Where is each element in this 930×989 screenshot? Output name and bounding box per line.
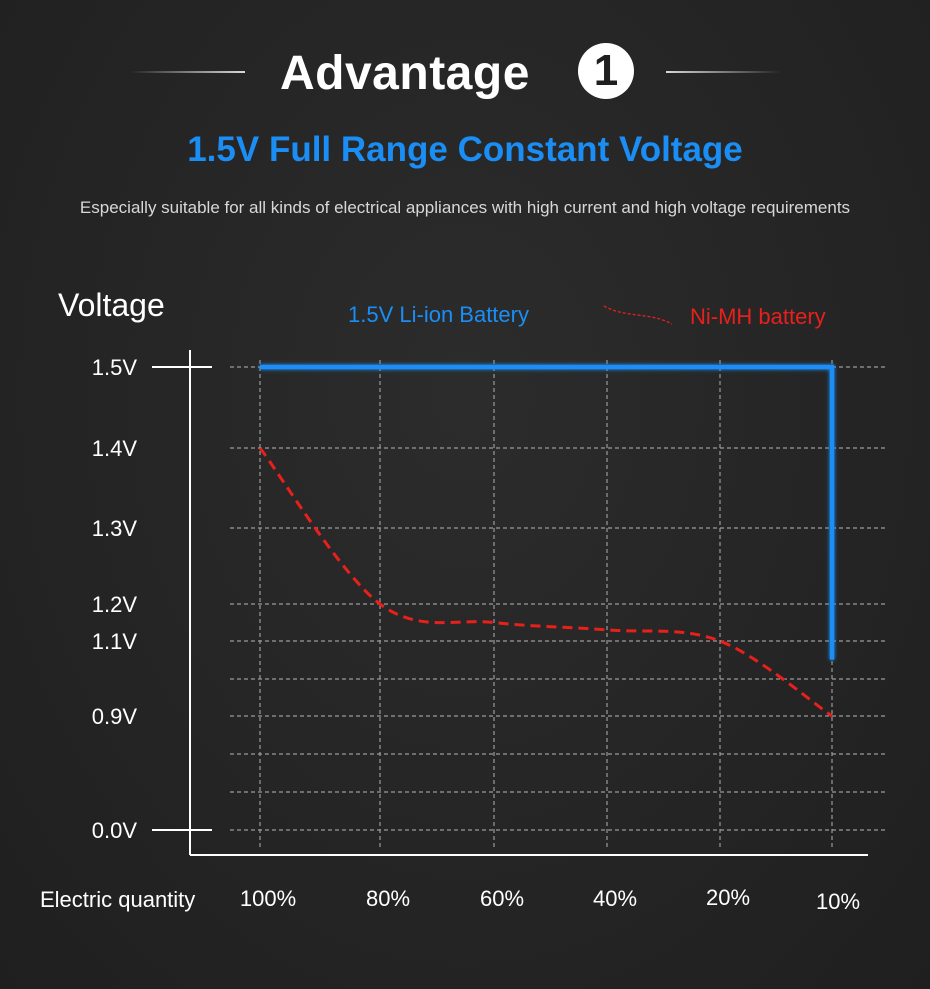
- y-tick-label: 1.5V: [92, 355, 138, 380]
- y-tick-label: 0.0V: [92, 818, 138, 843]
- page-title: Advantage: [280, 47, 530, 100]
- title-decor-line-right: [666, 71, 781, 73]
- x-tick-label: 60%: [480, 886, 524, 911]
- grid-lines: [230, 360, 888, 850]
- axes: [152, 350, 868, 856]
- series-line-li-ion: [260, 364, 835, 660]
- legend-swatch-ni-mh: [603, 305, 673, 325]
- series-line-ni-mh: [258, 447, 833, 718]
- legend: 1.5V Li-ion Battery Ni-MH battery: [262, 302, 826, 329]
- y-tick-label: 1.2V: [92, 592, 138, 617]
- series-lines: [258, 364, 835, 718]
- number-badge: 1: [578, 43, 634, 99]
- y-tick-label: 1.3V: [92, 516, 138, 541]
- x-tick-label: 40%: [593, 886, 637, 911]
- x-tick-label: 20%: [706, 885, 750, 910]
- y-tick-label: 1.4V: [92, 436, 138, 461]
- subtitle: 1.5V Full Range Constant Voltage: [187, 130, 743, 169]
- y-tick-label: 0.9V: [92, 704, 138, 729]
- x-tick-label: 10%: [816, 889, 860, 914]
- legend-label-li-ion: 1.5V Li-ion Battery: [348, 302, 529, 327]
- title-decor-line-left: [130, 71, 245, 73]
- y-axis-title: Voltage: [58, 287, 165, 323]
- y-tick-label: 1.1V: [92, 629, 138, 654]
- description: Especially suitable for all kinds of ele…: [79, 198, 851, 217]
- x-tick-label: 100%: [240, 886, 296, 911]
- tick-labels: Voltage 1.5V 1.4V 1.3V 1.2V 1.1V 0.9V 0.0V Elect…: [40, 287, 860, 914]
- legend-label-ni-mh: Ni-MH battery: [690, 304, 826, 329]
- x-tick-label: 80%: [366, 886, 410, 911]
- x-axis-title: Electric quantity: [40, 887, 195, 912]
